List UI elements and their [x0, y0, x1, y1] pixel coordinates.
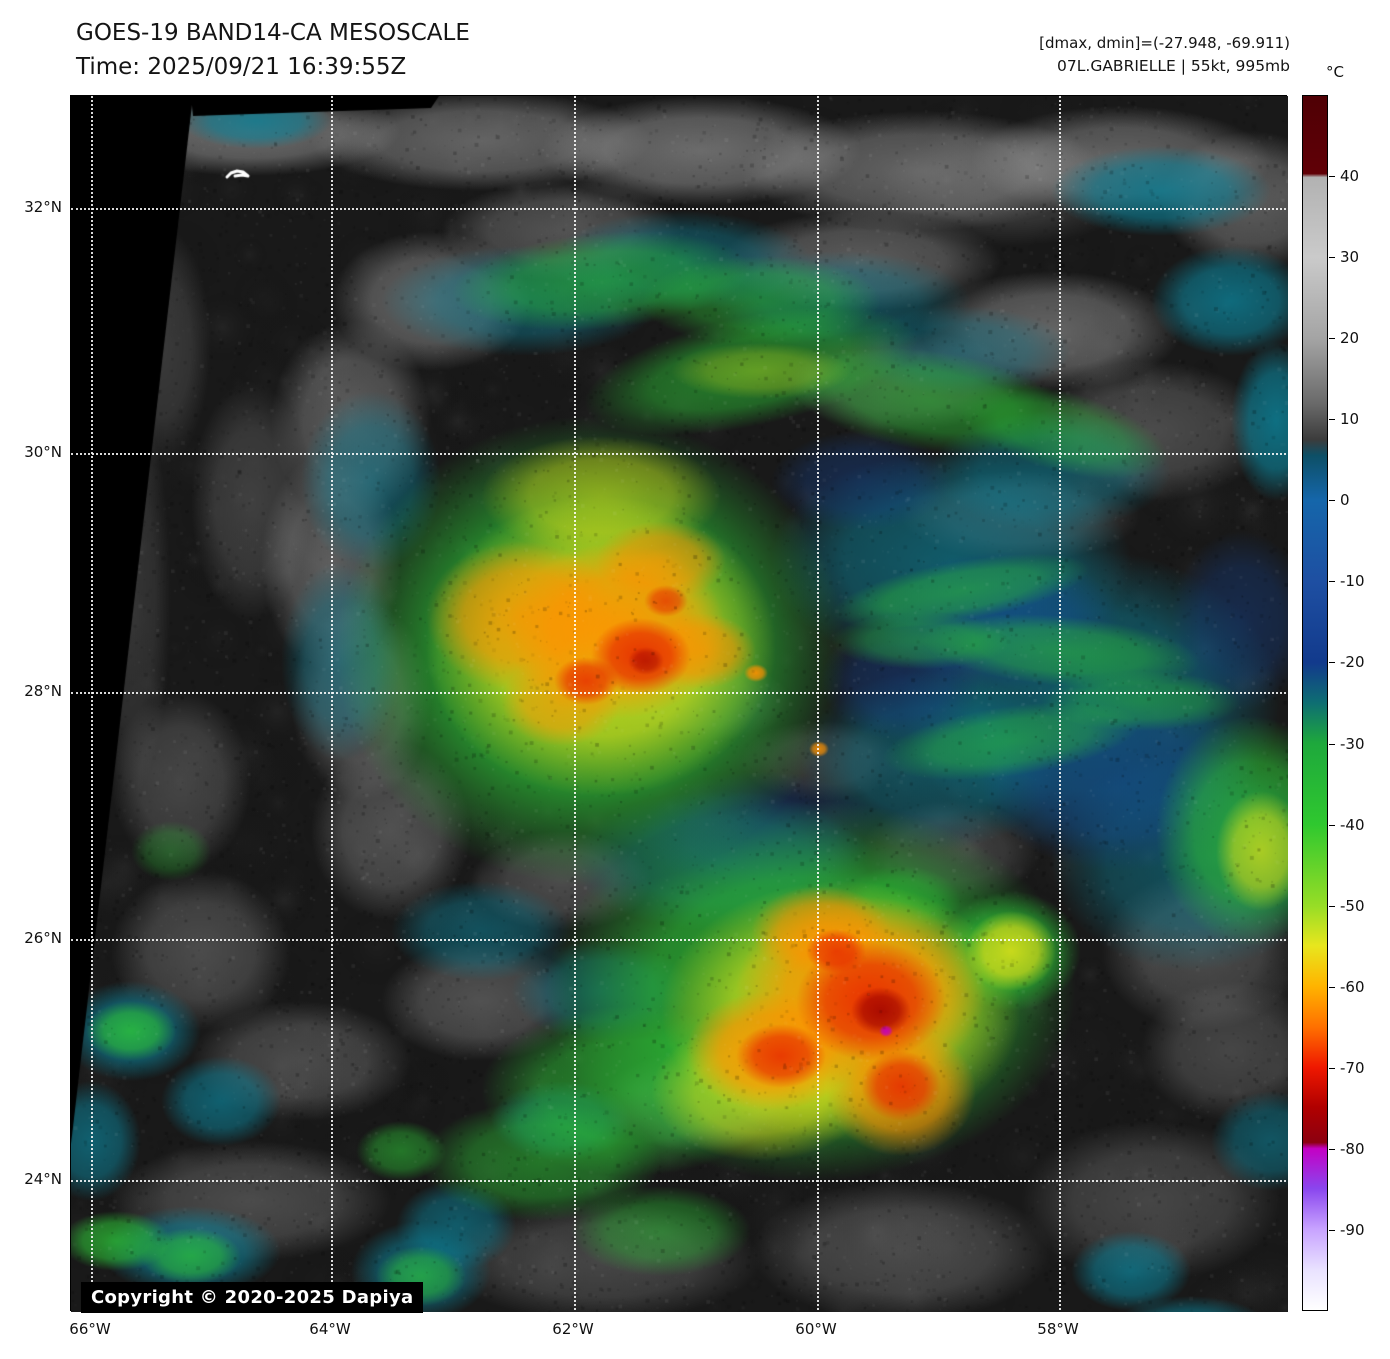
gridline-lat-30°N [71, 453, 1286, 455]
colorbar-tickmark--30 [1329, 743, 1335, 745]
satellite-imagery-canvas [71, 96, 1288, 1312]
colorbar-tickmark-40 [1329, 176, 1335, 178]
lat-label-30°N: 30°N [24, 443, 62, 461]
colorbar-tickmark-20 [1329, 338, 1335, 340]
colorbar-unit: °C [1326, 63, 1344, 81]
colorbar-tick-0: 0 [1340, 491, 1350, 510]
gridline-lon-64°W [331, 96, 333, 1310]
lon-label-60°W: 60°W [795, 1320, 837, 1338]
lon-label-66°W: 66°W [69, 1320, 111, 1338]
page-title: GOES-19 BAND14-CA MESOSCALE [76, 20, 470, 46]
dmax-dmin-readout: [dmax, dmin]=(-27.948, -69.911) [1039, 34, 1290, 52]
colorbar: °C 40 30 20 10 0 -10 -20 -30 -40 -50 -60 -70 -80 -90 [1302, 63, 1390, 1311]
lat-label-24°N: 24°N [24, 1170, 62, 1188]
gridline-lat-24°N [71, 1180, 1286, 1182]
colorbar-tickmark-30 [1329, 257, 1335, 259]
colorbar-tick--40: -40 [1340, 815, 1365, 834]
lat-label-32°N: 32°N [24, 198, 62, 216]
colorbar-tick--90: -90 [1340, 1220, 1365, 1239]
lon-label-62°W: 62°W [552, 1320, 594, 1338]
colorbar-tick--20: -20 [1340, 653, 1365, 672]
satellite-map: Copyright © 2020-2025 Dapiya [70, 95, 1288, 1313]
gridline-lat-32°N [71, 208, 1286, 210]
gridline-lon-62°W [574, 96, 576, 1310]
colorbar-tickmark--50 [1329, 905, 1335, 907]
colorbar-tickmark-0 [1329, 500, 1335, 502]
colorbar-tickmark-10 [1329, 419, 1335, 421]
colorbar-tick-20: 20 [1340, 329, 1360, 348]
gridline-lat-26°N [71, 939, 1286, 941]
timestamp: Time: 2025/09/21 16:39:55Z [76, 54, 407, 80]
colorbar-tick-10: 10 [1340, 410, 1360, 429]
colorbar-tickmark--90 [1329, 1229, 1335, 1231]
colorbar-tick--30: -30 [1340, 734, 1365, 753]
colorbar-tick--80: -80 [1340, 1139, 1365, 1158]
lon-label-58°W: 58°W [1037, 1320, 1079, 1338]
colorbar-tick--70: -70 [1340, 1058, 1365, 1077]
colorbar-tick--10: -10 [1340, 572, 1365, 591]
lat-label-28°N: 28°N [24, 682, 62, 700]
colorbar-tickmark--70 [1329, 1067, 1335, 1069]
storm-info: 07L.GABRIELLE | 55kt, 995mb [1057, 57, 1290, 75]
colorbar-tickmark--60 [1329, 986, 1335, 988]
gridline-lat-28°N [71, 692, 1286, 694]
header-right-block: [dmax, dmin]=(-27.948, -69.911) 07L.GABR… [1039, 34, 1290, 75]
colorbar-tickmark--10 [1329, 581, 1335, 583]
gridline-lon-58°W [1059, 96, 1061, 1310]
colorbar-tick-40: 40 [1340, 167, 1360, 186]
colorbar-gradient [1302, 95, 1328, 1311]
lon-label-64°W: 64°W [309, 1320, 351, 1338]
gridline-lon-66°W [91, 96, 93, 1310]
copyright-badge: Copyright © 2020-2025 Dapiya [81, 1282, 424, 1313]
colorbar-tickmark--80 [1329, 1148, 1335, 1150]
colorbar-tickmark--40 [1329, 824, 1335, 826]
gridline-lon-60°W [817, 96, 819, 1310]
colorbar-tick-30: 30 [1340, 248, 1360, 267]
colorbar-tickmark--20 [1329, 662, 1335, 664]
lat-label-26°N: 26°N [24, 929, 62, 947]
colorbar-tick--60: -60 [1340, 977, 1365, 996]
colorbar-tick--50: -50 [1340, 896, 1365, 915]
